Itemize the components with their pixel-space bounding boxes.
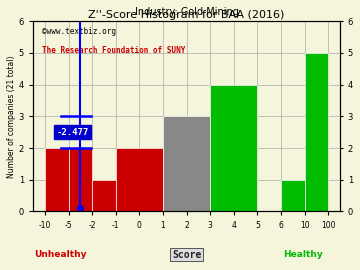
Text: Healthy: Healthy — [283, 249, 323, 259]
Bar — [45, 148, 68, 211]
Text: ©www.textbiz.org: ©www.textbiz.org — [42, 27, 116, 36]
Bar — [163, 116, 210, 211]
Text: Unhealthy: Unhealthy — [35, 249, 87, 259]
Bar — [210, 85, 257, 211]
Bar — [68, 148, 92, 211]
Bar — [92, 180, 116, 211]
Text: Score: Score — [172, 249, 201, 259]
Text: Industry: Gold Mining: Industry: Gold Mining — [135, 7, 239, 17]
Bar — [281, 180, 305, 211]
Bar — [116, 148, 163, 211]
Bar — [305, 53, 328, 211]
Text: -2.477: -2.477 — [57, 128, 89, 137]
Title: Z''-Score Histogram for BAA (2016): Z''-Score Histogram for BAA (2016) — [89, 10, 285, 20]
Y-axis label: Number of companies (21 total): Number of companies (21 total) — [7, 55, 16, 178]
Text: The Research Foundation of SUNY: The Research Foundation of SUNY — [42, 46, 186, 55]
